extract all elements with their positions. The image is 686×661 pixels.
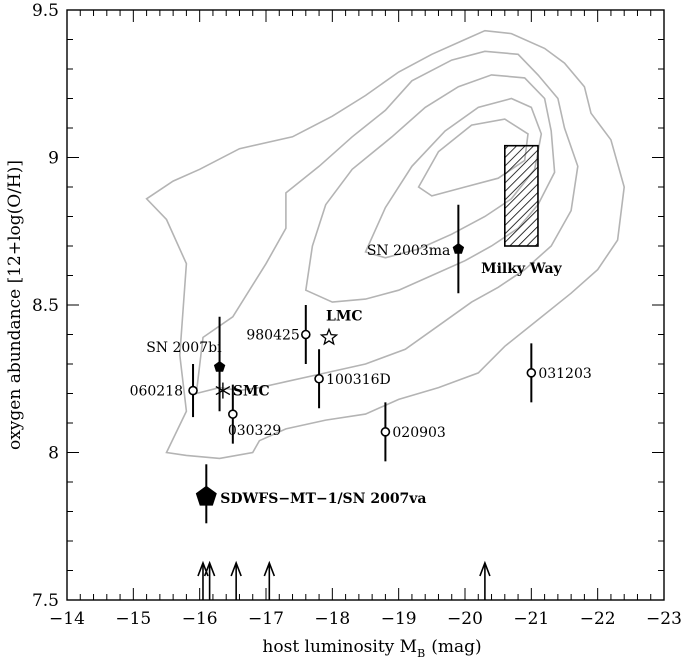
label-980425: 980425 xyxy=(246,328,299,344)
label-030329: 030329 xyxy=(228,423,281,439)
grb-point-020903 xyxy=(380,427,391,437)
highlight-point xyxy=(195,485,217,506)
tick-labels: −14 −15 −16 −17 −18 −19 −20 −21 −22 −23 7.5 8 8.5 9 9.… xyxy=(32,1,682,629)
label-smc: SMC xyxy=(233,384,270,400)
plot-border xyxy=(66,9,665,601)
milky-way-box xyxy=(503,144,539,247)
label-031203: 031203 xyxy=(538,366,591,382)
label-060218: 060218 xyxy=(130,384,183,400)
label-sn-2003ma: SN 2003ma xyxy=(367,243,451,259)
contour-level-4 xyxy=(364,97,543,259)
arrow-head-4 xyxy=(479,560,491,577)
x-tick-label: −16 xyxy=(182,609,218,629)
x-tick-label: −15 xyxy=(115,609,151,629)
lmc-star xyxy=(319,327,339,346)
contour-level-1 xyxy=(145,29,626,460)
grb-point-980425 xyxy=(300,329,311,340)
point-labels: Milky Way 060218 030329 980425 100316D 020903… xyxy=(130,243,592,507)
arrow-head-3 xyxy=(263,560,276,577)
x-tick-label: −19 xyxy=(381,609,417,629)
x-tick-label: −22 xyxy=(580,609,616,629)
plot-frame xyxy=(66,9,665,601)
x-tick-label: −14 xyxy=(49,609,85,629)
x-tick-label: −21 xyxy=(513,609,549,629)
milky-way-rect xyxy=(503,144,539,247)
data-points xyxy=(188,243,537,506)
grb-point-060218 xyxy=(188,385,198,396)
y-tick-label: 9.5 xyxy=(32,1,59,21)
label-highlight: SDWFS−MT−1/SN 2007va xyxy=(220,491,426,507)
arrow-head-2 xyxy=(230,560,242,577)
y-tick-label: 7.5 xyxy=(32,591,59,611)
y-tick-label: 9 xyxy=(48,149,59,169)
x-tick-label: −17 xyxy=(248,609,284,629)
upper-limit-arrows xyxy=(197,560,491,600)
label-sn-2007bi: SN 2007bi xyxy=(146,340,222,356)
x-tick-label: −18 xyxy=(314,609,350,629)
x-tick-label: −20 xyxy=(447,609,483,629)
label-020903: 020903 xyxy=(392,425,445,441)
arrow-head-1 xyxy=(203,560,216,577)
contour-level-3 xyxy=(304,74,556,303)
x-tick-label: −23 xyxy=(646,609,682,629)
y-tick-label: 8 xyxy=(48,444,59,464)
grb-point-030329 xyxy=(228,409,238,419)
smc-asterisk-stroke-2 xyxy=(215,385,231,396)
label-100316D: 100316D xyxy=(326,372,391,388)
y-tick-label: 8.5 xyxy=(32,296,59,316)
x-axis-title: host luminosity MB (mag) xyxy=(262,637,481,660)
grb-point-031203 xyxy=(526,368,537,378)
sn-point-0 xyxy=(213,361,226,372)
grb-point-100316D xyxy=(314,373,324,384)
label-lmc: LMC xyxy=(326,308,362,324)
contour-level-2 xyxy=(195,50,579,395)
y-axis-title: oxygen abundance [12+log(O/H)] xyxy=(5,160,25,450)
sn-point-1 xyxy=(452,243,465,254)
label-milky-way: Milky Way xyxy=(481,261,562,277)
